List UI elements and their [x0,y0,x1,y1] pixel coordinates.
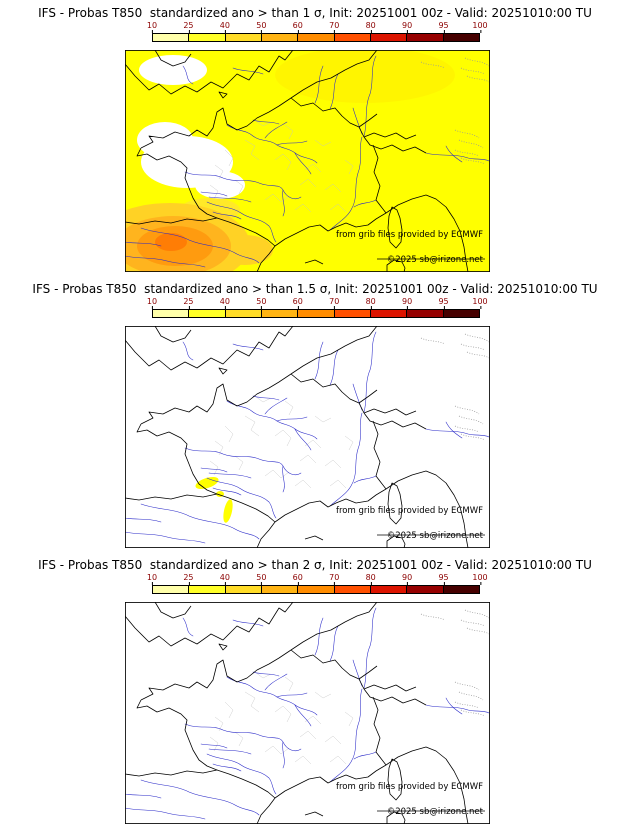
colorbar-segment [334,586,371,593]
colorbar-tick-label: 100 [472,573,488,585]
colorbar-tick-label: 80 [365,297,376,309]
colorbar-segment [189,310,226,317]
colorbar-gradient [152,309,480,318]
colorbar-tick-label: 25 [183,21,194,33]
colorbar-tick-label: 95 [438,297,449,309]
panel-title: IFS - Probas T850 standardized ano > tha… [32,282,598,296]
colorbar-segment [153,586,190,593]
colorbar-segment [261,310,299,317]
colorbar-segment [443,34,479,41]
colorbar-segment [261,586,299,593]
colorbar-tick-label: 60 [292,573,303,585]
colorbar-tick-label: 10 [146,21,158,33]
colorbar-tick-label: 10 [146,573,158,585]
colorbar-tick-label: 70 [329,573,340,585]
colorbar-segment [370,586,408,593]
map-1point5sigma: from grib files provided by ECMWF ©2025 … [125,326,490,548]
colorbar-tick-label: 25 [183,297,194,309]
colorbar-tick-label: 25 [183,573,194,585]
panel-1sigma: IFS - Probas T850 standardized ano > tha… [0,0,630,276]
colorbar-tick-label: 100 [472,21,488,33]
copyright-text: ©2025 sb@irizone.net [387,255,484,265]
colorbar-segment [443,586,479,593]
panel-title: IFS - Probas T850 standardized ano > tha… [38,6,592,20]
colorbar-tick-label: 70 [329,21,340,33]
map-1sigma: from grib files provided by ECMWF ©2025 … [125,50,490,272]
colorbar-labels: 10 25 40 50 60 70 80 90 95 100 [147,21,488,33]
colorbar-tick-label: 80 [365,21,376,33]
colorbar-tick-label: 80 [365,573,376,585]
panel-2sigma: IFS - Probas T850 standardized ano > tha… [0,552,630,828]
colorbar-segment [407,34,444,41]
colorbar-tick-label: 95 [438,21,449,33]
colorbar-segment [225,34,262,41]
colorbar-segment [407,310,444,317]
probability-colorbar: 10 25 40 50 60 70 80 90 95 100 [147,297,488,318]
colorbar-segment [225,586,262,593]
colorbar-labels: 10 25 40 50 60 70 80 90 95 100 [147,297,488,309]
colorbar-gradient [152,585,480,594]
colorbar-gradient [152,33,480,42]
colorbar-tick-label: 40 [219,573,230,585]
colorbar-segment [298,34,335,41]
colorbar-tick-label: 50 [256,21,267,33]
colorbar-segment [261,34,299,41]
colorbar-tick-label: 60 [292,297,303,309]
colorbar-segment [153,34,190,41]
colorbar-tick-label: 50 [256,297,267,309]
colorbar-segment [189,34,226,41]
colorbar-segment [225,310,262,317]
ecmwf-attribution: from grib files provided by ECMWF [336,506,483,516]
copyright-text: ©2025 sb@irizone.net [387,807,484,817]
ecmwf-attribution: from grib files provided by ECMWF [336,230,483,240]
colorbar-tick-label: 10 [146,297,158,309]
colorbar-segment [298,586,335,593]
colorbar-segment [153,310,190,317]
ecmwf-attribution: from grib files provided by ECMWF [336,782,483,792]
colorbar-tick-label: 95 [438,573,449,585]
colorbar-segment [298,310,335,317]
colorbar-segment [407,586,444,593]
colorbar-segment [370,310,408,317]
colorbar-segment [370,34,408,41]
colorbar-tick-label: 60 [292,21,303,33]
colorbar-tick-label: 90 [402,21,413,33]
colorbar-labels: 10 25 40 50 60 70 80 90 95 100 [147,573,488,585]
panel-title: IFS - Probas T850 standardized ano > tha… [38,558,592,572]
colorbar-tick-label: 50 [256,573,267,585]
colorbar-tick-label: 40 [219,297,230,309]
shading-layer [194,474,235,524]
colorbar-tick-label: 70 [329,297,340,309]
colorbar-tick-label: 90 [402,297,413,309]
colorbar-tick-label: 90 [402,573,413,585]
colorbar-tick-label: 100 [472,297,488,309]
colorbar-segment [334,34,371,41]
probability-colorbar: 10 25 40 50 60 70 80 90 95 100 [147,573,488,594]
colorbar-segment [189,586,226,593]
colorbar-tick-label: 40 [219,21,230,33]
panel-1point5sigma: IFS - Probas T850 standardized ano > tha… [0,276,630,552]
colorbar-segment [334,310,371,317]
colorbar-segment [443,310,479,317]
probability-colorbar: 10 25 40 50 60 70 80 90 95 100 [147,21,488,42]
copyright-text: ©2025 sb@irizone.net [387,531,484,541]
map-2sigma: from grib files provided by ECMWF ©2025 … [125,602,490,824]
